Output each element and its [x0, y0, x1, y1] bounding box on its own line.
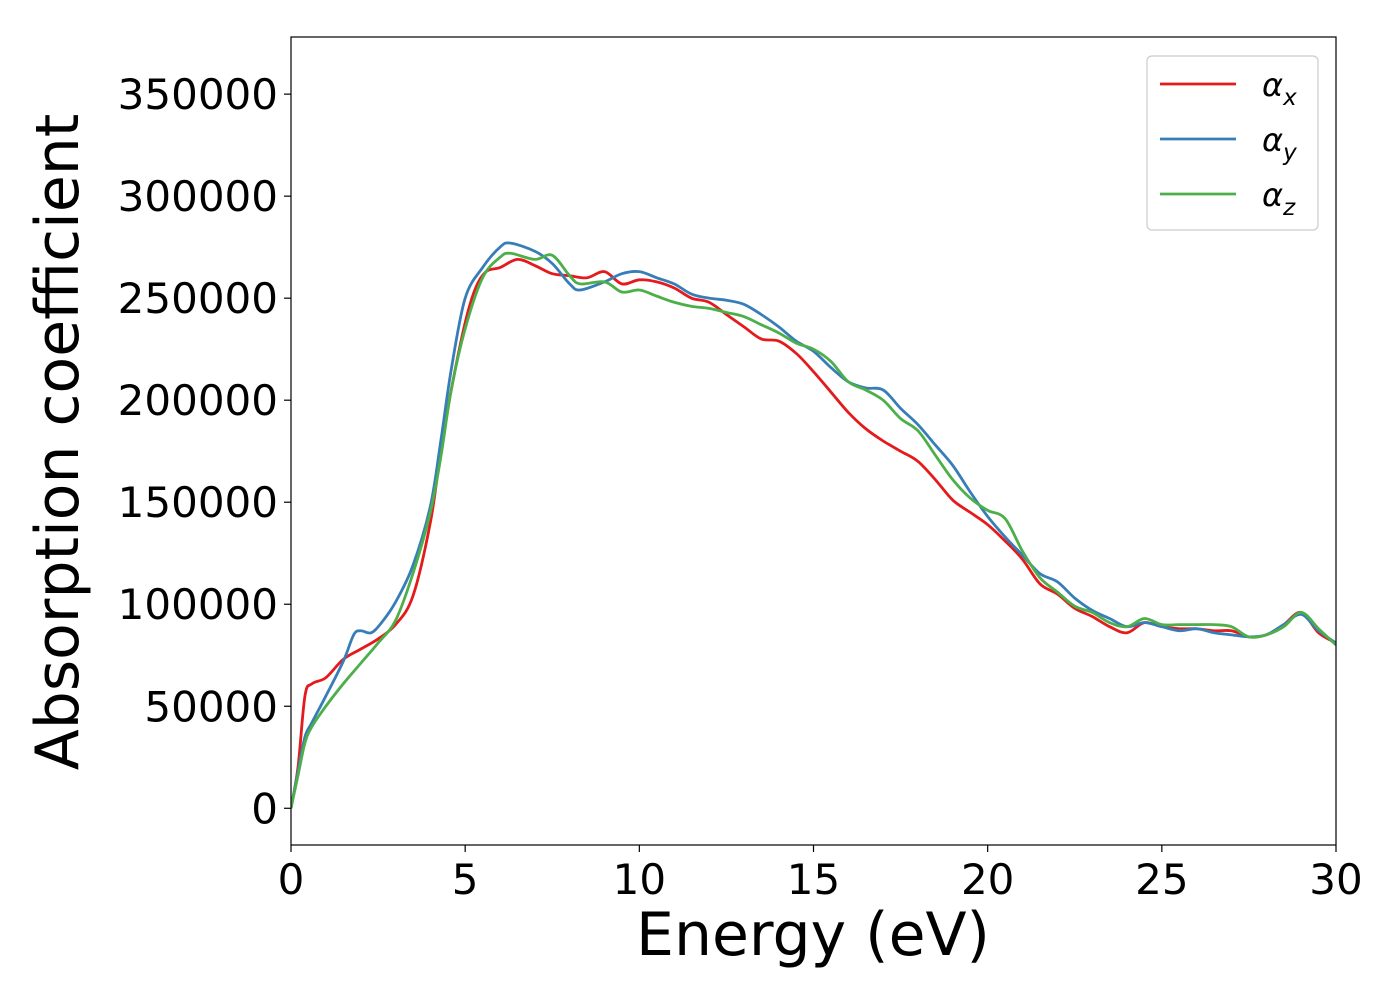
y-tick-label: 250000	[118, 274, 278, 323]
series-layer	[291, 241, 1336, 809]
y-tick-label: 350000	[118, 70, 278, 119]
x-axis-title: Energy (eV)	[636, 900, 990, 970]
axes-layer: 0 5 10 15 20 25 30 0 50000 100000 150000 200000 2500…	[118, 36, 1363, 904]
x-tick-label: 15	[787, 855, 840, 904]
y-tick-label: 100000	[118, 580, 278, 629]
legend: αx αy αz	[1146, 55, 1319, 231]
x-tick-label: 20	[961, 855, 1014, 904]
x-tick-label: 25	[1135, 855, 1188, 904]
x-tick-label: 5	[452, 855, 479, 904]
legend-label-x: αx	[1262, 66, 1297, 111]
legend-box	[1146, 55, 1319, 231]
series-line-y	[291, 241, 1336, 809]
y-tick-label: 200000	[118, 376, 278, 425]
legend-label-y: αy	[1262, 121, 1297, 166]
x-tick-label: 0	[278, 855, 305, 904]
y-tick-label: 150000	[118, 478, 278, 527]
x-tick-label: 10	[613, 855, 666, 904]
y-tick-label: 300000	[118, 172, 278, 221]
series-line-z	[291, 251, 1336, 809]
x-tick-label: 30	[1309, 855, 1362, 904]
y-tick-label: 0	[251, 784, 278, 833]
y-axis-title: Absorption coefficient	[23, 114, 93, 771]
y-tick-label: 50000	[144, 682, 278, 731]
legend-label-z: αz	[1262, 176, 1296, 221]
